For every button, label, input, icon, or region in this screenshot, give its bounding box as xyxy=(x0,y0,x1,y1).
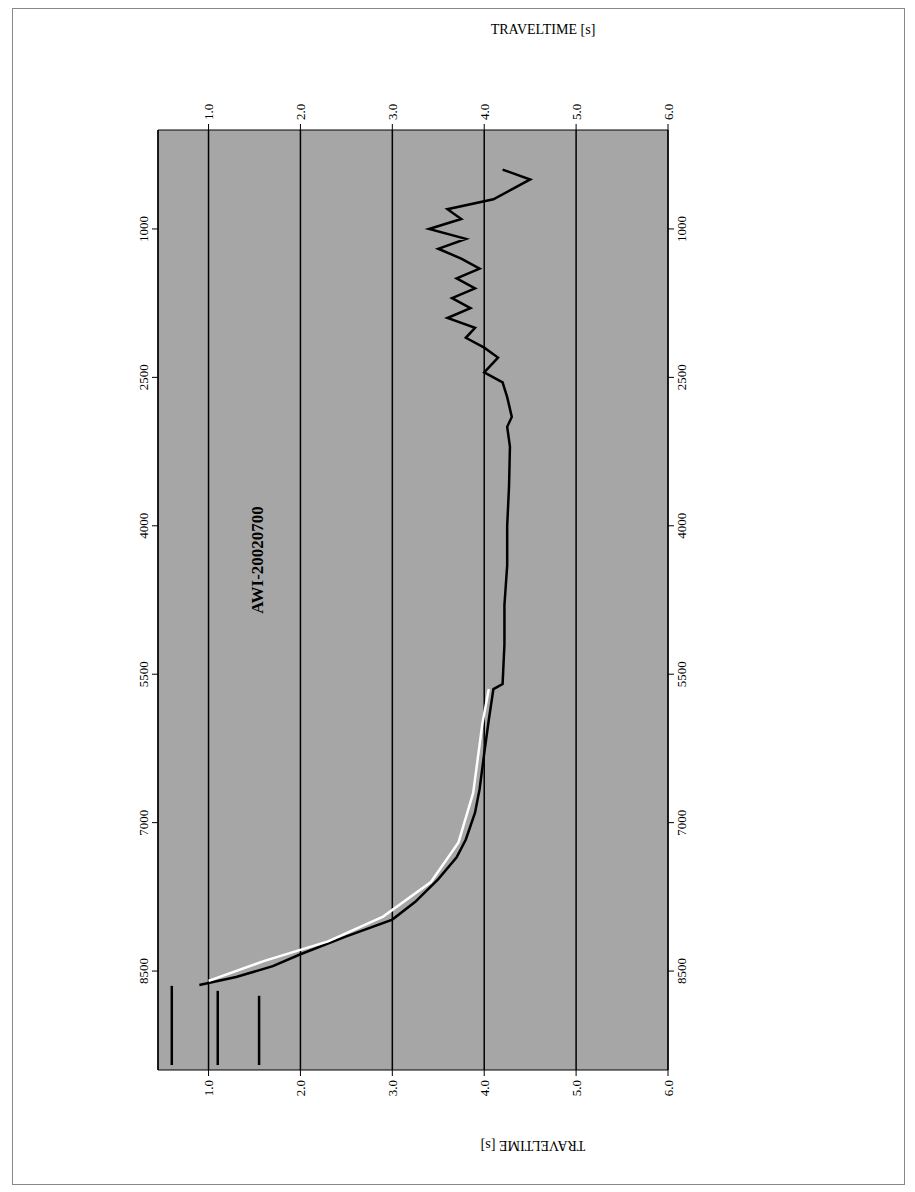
svg-text:5.0: 5.0 xyxy=(569,1080,584,1096)
svg-text:1000: 1000 xyxy=(675,216,690,242)
html-text:TRAVELTIME [s]: TRAVELTIME [s] xyxy=(490,22,596,37)
svg-text:8500: 8500 xyxy=(675,958,690,984)
svg-text:1.0: 1.0 xyxy=(201,1080,216,1096)
svg-text:5.0: 5.0 xyxy=(569,104,584,120)
svg-text:2.0: 2.0 xyxy=(293,1080,308,1096)
svg-text:2500: 2500 xyxy=(675,364,690,390)
svg-text:1000: 1000 xyxy=(137,216,152,242)
html-text:AWI-20020700: AWI-20020700 xyxy=(248,506,267,614)
svg-text:4.0: 4.0 xyxy=(477,104,492,120)
svg-text:8500: 8500 xyxy=(137,958,152,984)
svg-text:4000: 4000 xyxy=(137,513,152,539)
svg-text:7000: 7000 xyxy=(675,810,690,836)
svg-text:2.0: 2.0 xyxy=(293,104,308,120)
html-text:TRAVELTIME [s]: TRAVELTIME [s] xyxy=(480,1138,586,1153)
svg-text:1.0: 1.0 xyxy=(201,104,216,120)
svg-text:3.0: 3.0 xyxy=(385,1080,400,1096)
svg-text:7000: 7000 xyxy=(137,810,152,836)
svg-text:4000: 4000 xyxy=(675,513,690,539)
svg-text:5500: 5500 xyxy=(675,661,690,687)
svg-text:3.0: 3.0 xyxy=(385,104,400,120)
svg-text:5500: 5500 xyxy=(137,661,152,687)
svg-text:2500: 2500 xyxy=(137,364,152,390)
svg-text:6.0: 6.0 xyxy=(661,104,676,120)
svg-text:4.0: 4.0 xyxy=(477,1080,492,1096)
svg-text:6.0: 6.0 xyxy=(661,1080,676,1096)
